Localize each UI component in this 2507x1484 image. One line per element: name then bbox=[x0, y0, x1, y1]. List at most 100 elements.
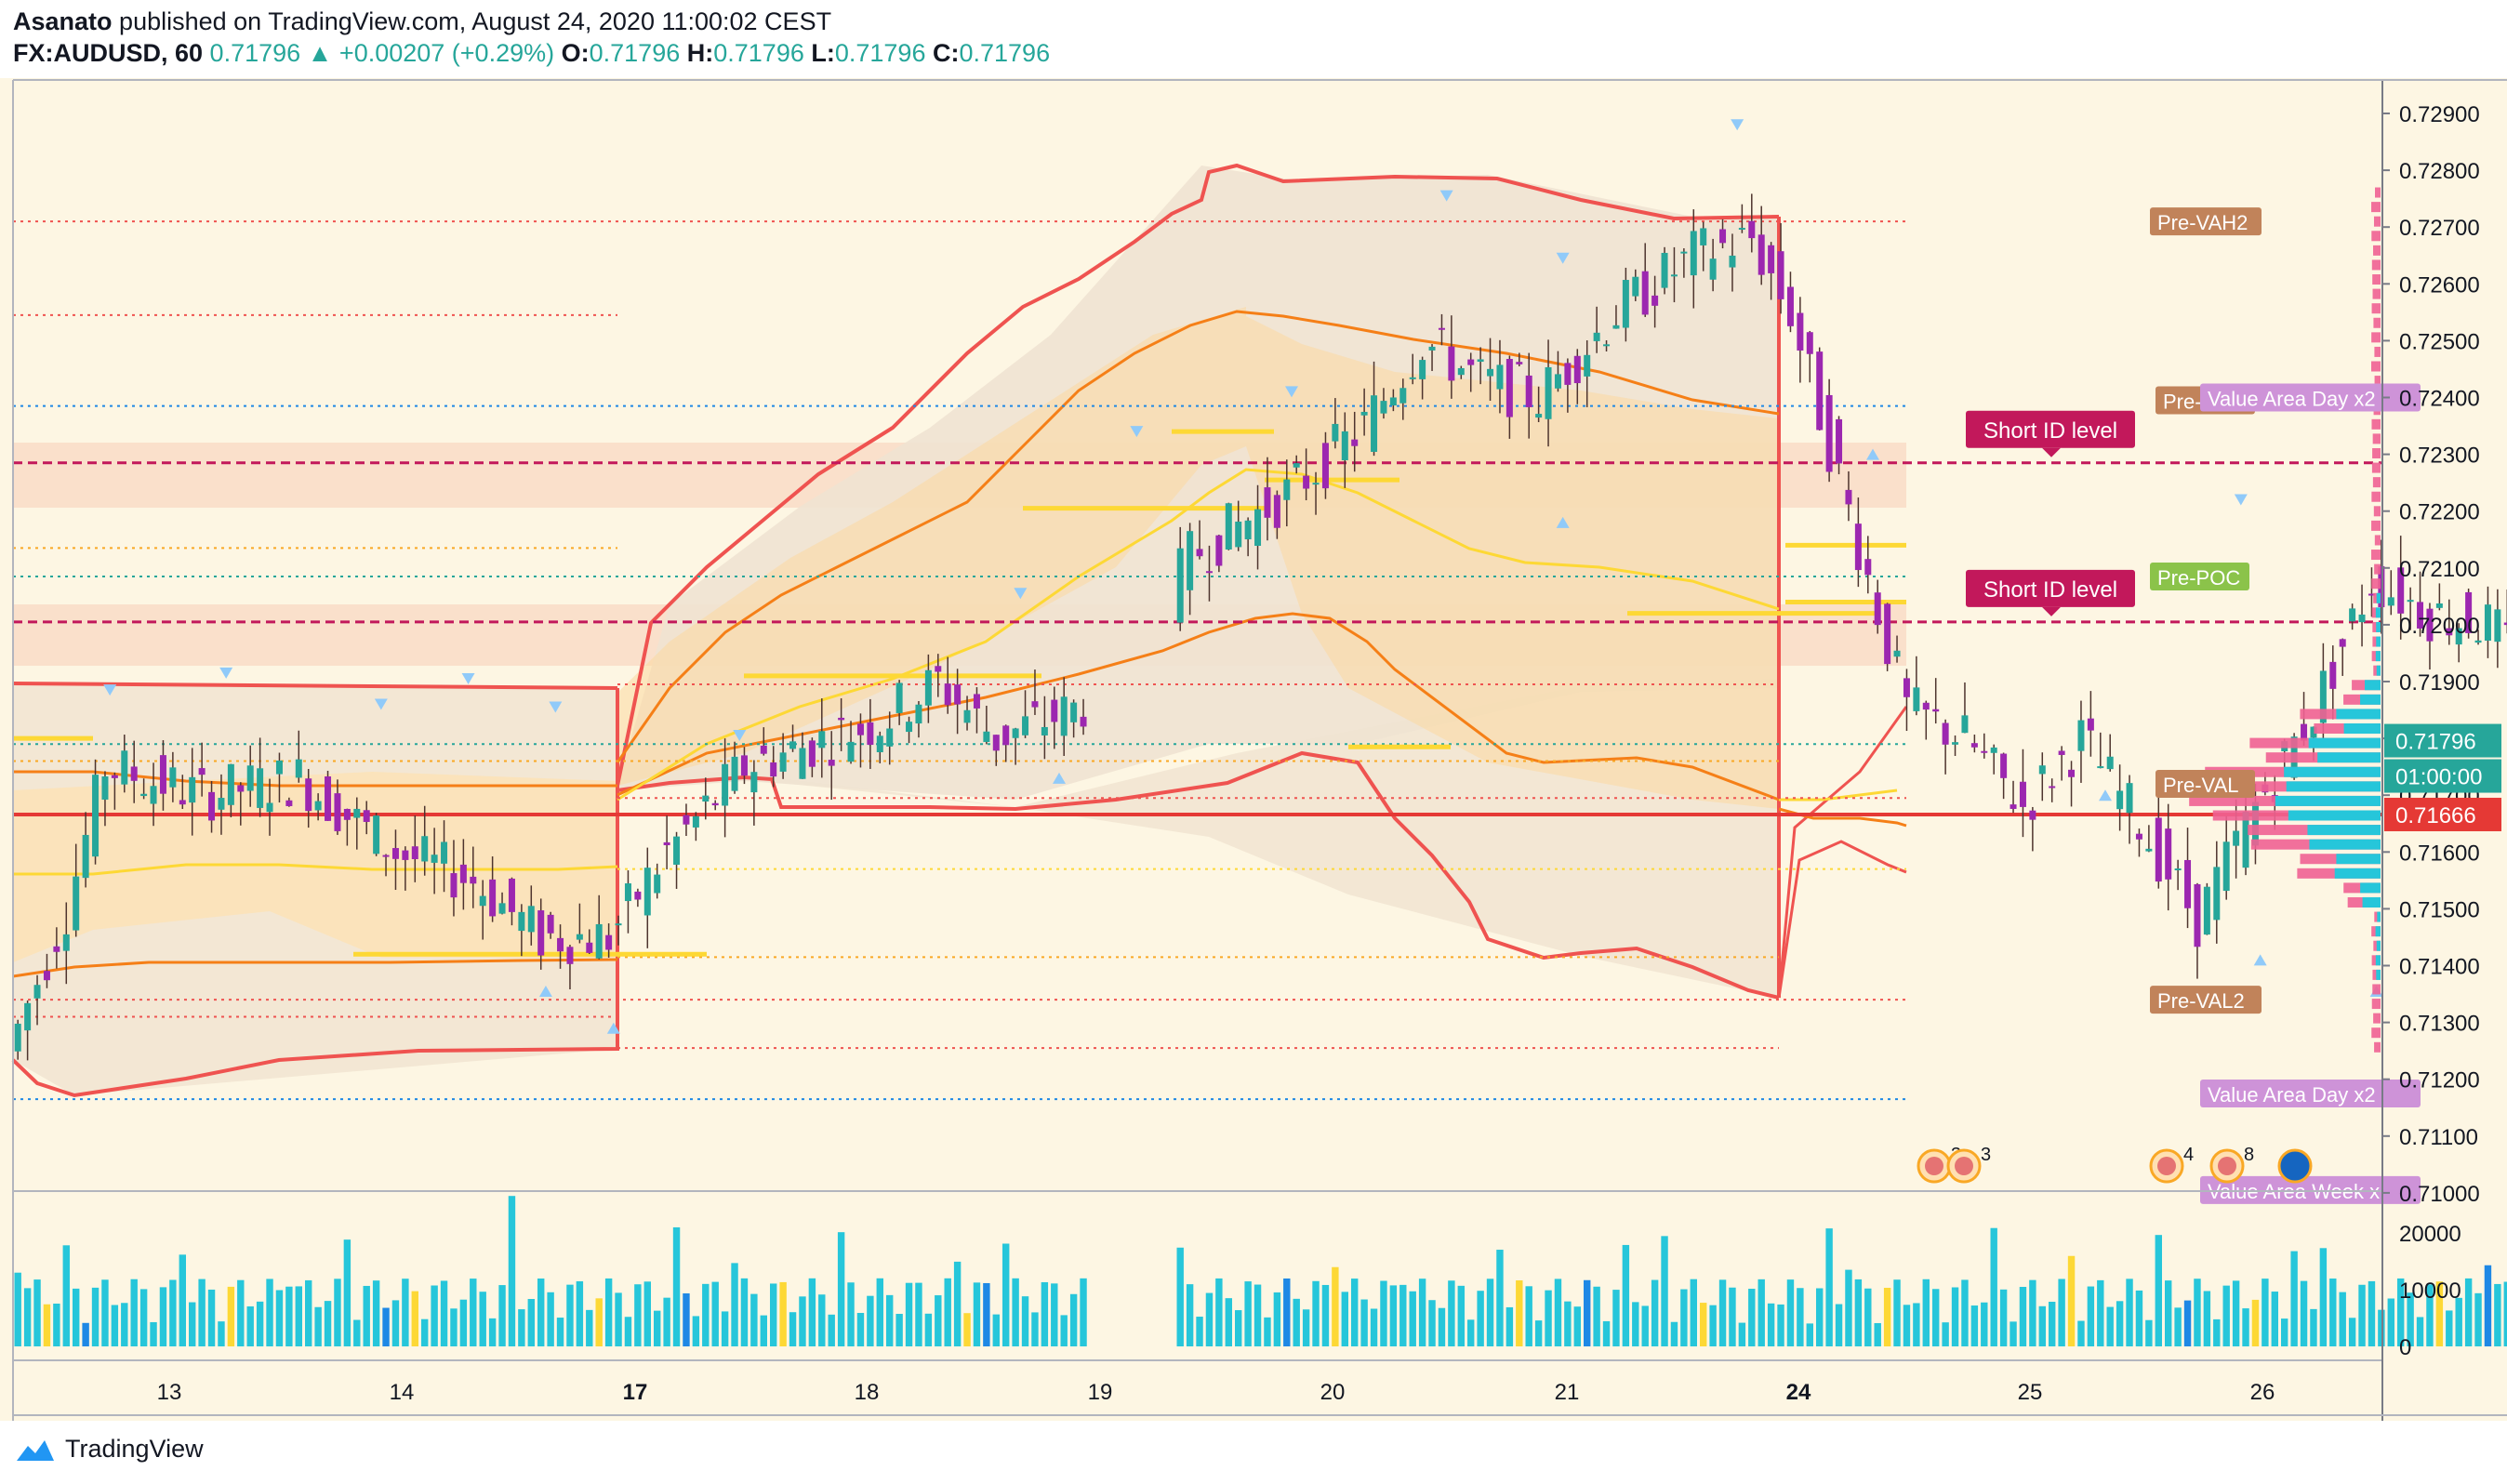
vwap-orange-1b bbox=[12, 958, 618, 978]
candle-body bbox=[43, 971, 50, 981]
candle-body bbox=[1913, 687, 1920, 711]
lower-band-2 bbox=[617, 750, 1780, 1000]
volume-bar bbox=[1428, 1300, 1436, 1346]
candle-body bbox=[2435, 603, 2443, 608]
candle bbox=[1205, 545, 1213, 602]
candle bbox=[2165, 803, 2172, 911]
candle-body bbox=[2145, 848, 2153, 852]
candle bbox=[169, 751, 177, 802]
candle-body bbox=[2058, 750, 2065, 755]
candle-body bbox=[876, 735, 883, 752]
candle-body bbox=[2484, 604, 2491, 642]
volume-bar bbox=[1457, 1285, 1465, 1346]
candle-body bbox=[518, 911, 525, 932]
candle bbox=[2417, 571, 2424, 637]
pivot-low-marker bbox=[538, 985, 552, 997]
candle-body bbox=[683, 815, 690, 825]
candle-body bbox=[441, 841, 448, 864]
candle bbox=[140, 778, 148, 800]
candle-body bbox=[2174, 868, 2182, 870]
candle bbox=[770, 746, 777, 788]
candle bbox=[779, 733, 787, 779]
candle bbox=[1836, 416, 1843, 475]
pivot-high-marker bbox=[374, 698, 388, 710]
volume-bar bbox=[431, 1285, 438, 1346]
candle bbox=[275, 752, 283, 803]
lower-band-3 bbox=[1777, 840, 1907, 999]
volume-bar bbox=[2446, 1310, 2453, 1346]
candle-body bbox=[722, 763, 729, 806]
candle bbox=[1729, 233, 1736, 292]
candle-body bbox=[557, 937, 564, 952]
author-name[interactable]: Asanato bbox=[13, 7, 113, 35]
candle bbox=[963, 696, 971, 731]
volume-bar bbox=[2426, 1284, 2434, 1346]
volume-bar bbox=[1031, 1312, 1039, 1346]
chart-header: Asanato published on TradingView.com, Au… bbox=[0, 0, 2507, 78]
candle bbox=[1303, 448, 1310, 501]
profile-bar bbox=[2371, 231, 2381, 242]
candle-body bbox=[2339, 639, 2346, 647]
volume-bar bbox=[479, 1292, 486, 1346]
candle-body bbox=[431, 855, 438, 863]
volume-bar bbox=[1080, 1278, 1087, 1346]
volume-bar bbox=[856, 1313, 865, 1346]
candle-body bbox=[711, 802, 719, 806]
candle bbox=[382, 854, 390, 877]
volume-bar bbox=[595, 1298, 603, 1346]
profile-bar-va bbox=[2360, 694, 2381, 705]
candle bbox=[1399, 378, 1407, 420]
profile-bar-va bbox=[2317, 752, 2381, 763]
pivot-low-marker bbox=[1866, 448, 1879, 460]
candle-body bbox=[1777, 251, 1784, 299]
candle bbox=[218, 774, 225, 835]
volume-bar bbox=[14, 1272, 21, 1346]
volume-bar bbox=[1584, 1279, 1591, 1346]
volume-pane bbox=[14, 1196, 2507, 1346]
candle bbox=[159, 740, 166, 811]
volume-bar bbox=[1786, 1279, 1795, 1346]
volume-bar bbox=[604, 1278, 613, 1346]
candle bbox=[1176, 526, 1184, 631]
symbol-label[interactable]: FX:AUDUSD, 60 bbox=[13, 39, 204, 67]
candle-body bbox=[1254, 509, 1262, 547]
candle bbox=[92, 759, 99, 865]
tradingview-logo-icon bbox=[17, 1439, 54, 1461]
candle bbox=[1981, 733, 1988, 759]
price-label-bg bbox=[2384, 759, 2501, 793]
candle bbox=[2494, 589, 2501, 669]
candle-body bbox=[2203, 886, 2210, 935]
candle bbox=[1244, 517, 1252, 557]
volume-bar bbox=[1651, 1279, 1659, 1346]
candle bbox=[305, 768, 312, 828]
up-arrow-icon: ▲ bbox=[307, 39, 333, 67]
candle-body bbox=[1786, 286, 1794, 326]
volume-bar bbox=[643, 1281, 651, 1346]
candle bbox=[1758, 205, 1765, 285]
candle-body bbox=[2368, 593, 2375, 596]
profile-bar-va bbox=[2334, 868, 2381, 879]
candle-body bbox=[325, 776, 332, 821]
volume-bar bbox=[1060, 1315, 1068, 1346]
candle-body bbox=[779, 752, 787, 772]
candle-body bbox=[1264, 487, 1271, 518]
volume-bar bbox=[1051, 1283, 1058, 1346]
volume-bar bbox=[227, 1286, 235, 1346]
volume-bar bbox=[2155, 1235, 2162, 1346]
candle-body bbox=[498, 903, 506, 914]
candle bbox=[1351, 411, 1359, 472]
candle-body bbox=[770, 762, 777, 777]
candle-body bbox=[1283, 479, 1291, 500]
candle-body bbox=[595, 923, 603, 959]
volume-bar bbox=[1922, 1279, 1930, 1346]
tradingview-brand[interactable]: TradingView bbox=[15, 1435, 204, 1464]
volume-bar bbox=[1797, 1288, 1804, 1346]
candle-body bbox=[1990, 747, 1997, 753]
profile-bar-va bbox=[2336, 709, 2381, 720]
volume-bar bbox=[963, 1313, 971, 1346]
candle bbox=[1215, 535, 1223, 573]
volume-bar bbox=[33, 1279, 41, 1346]
y-tick-label: 0.71200 bbox=[2399, 1068, 2480, 1093]
economic-events: 3348 bbox=[1917, 1145, 2313, 1184]
